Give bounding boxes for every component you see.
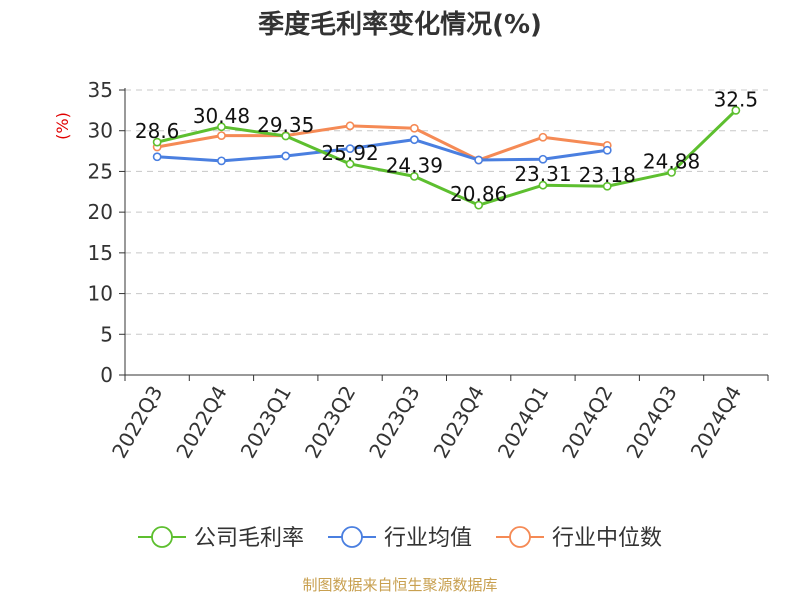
y-tick-label: 10: [88, 282, 113, 306]
series-line: [155, 124, 609, 162]
data-point: [538, 132, 548, 142]
data-point: [667, 168, 676, 177]
data-point: [474, 155, 484, 165]
chart-title: 季度毛利率变化情况(%): [258, 9, 542, 40]
data-point: [538, 180, 548, 190]
data-label: 25.92: [321, 141, 378, 165]
data-point: [731, 105, 741, 115]
data-label: 24.88: [643, 149, 700, 173]
x-tick-label: 2024Q4: [686, 382, 746, 463]
data-point: [217, 122, 226, 132]
data-point: [281, 131, 291, 141]
data-label: 23.18: [579, 163, 636, 187]
data-label: 23.31: [514, 162, 571, 186]
data-point: [409, 171, 419, 181]
data-point: [345, 121, 355, 131]
data-point: [538, 154, 548, 164]
x-tick-label: 2023Q4: [429, 382, 489, 463]
source-note: 制图数据来自恒生聚源数据库: [302, 576, 497, 594]
legend-item: 行业均值: [328, 526, 472, 551]
x-tick-label: 2022Q3: [107, 382, 167, 463]
data-point: [409, 135, 419, 145]
y-tick-label: 30: [88, 119, 113, 143]
x-axis-ticks: 2022Q3 2022Q4 2023Q1 2023Q2 2023Q3 2023Q4 2024…: [107, 375, 769, 463]
data-label: 30.48: [193, 104, 250, 128]
legend-item: 行业中位数: [496, 526, 662, 551]
data-point: [281, 151, 291, 161]
data-point: [152, 152, 162, 162]
data-point: [345, 159, 355, 169]
legend-label: 行业中位数: [552, 526, 662, 551]
y-tick-label: 0: [100, 363, 113, 387]
data-point: [602, 145, 612, 155]
data-point: [217, 156, 226, 166]
legend-label: 行业均值: [384, 526, 472, 551]
legend-item: 公司毛利率: [138, 526, 304, 551]
y-tick-label: 35: [88, 78, 113, 102]
y-axis-ticks: 0 5 10 15 20 25 30 35: [88, 78, 125, 387]
y-axis-unit-label: (%): [53, 112, 72, 140]
data-point: [217, 131, 226, 140]
data-label: 24.39: [386, 153, 443, 177]
legend: 公司毛利率 行业均值 行业中位数: [138, 526, 662, 551]
legend-label: 公司毛利率: [194, 526, 304, 551]
data-point: [474, 200, 484, 210]
series-line: [155, 108, 738, 207]
x-tick-label: 2022Q4: [171, 382, 231, 463]
y-tick-label: 25: [88, 159, 113, 183]
series-lines: [152, 105, 741, 210]
data-label: 29.35: [257, 113, 314, 137]
legend-marker-icon: [151, 526, 173, 548]
y-tick-label: 15: [88, 241, 113, 265]
x-tick-label: 2023Q1: [236, 382, 296, 463]
data-label: 32.5: [714, 87, 759, 111]
data-point: [152, 137, 162, 147]
data-labels: 28.6 30.48 29.35 25.92 24.39 20.86 23.31 23.18 2…: [135, 87, 758, 206]
gridlines: [125, 89, 768, 335]
x-tick-label: 2024Q3: [621, 382, 681, 463]
x-tick-label: 2024Q2: [557, 382, 617, 463]
data-label: 28.6: [135, 119, 180, 143]
data-point: [345, 144, 355, 154]
x-tick-label: 2024Q1: [493, 382, 553, 463]
x-tick-label: 2023Q3: [364, 382, 424, 463]
legend-marker-icon: [509, 526, 531, 548]
x-tick-label: 2023Q2: [300, 382, 360, 463]
series-line: [155, 138, 609, 163]
legend-marker-icon: [341, 526, 363, 548]
data-label: 20.86: [450, 182, 507, 206]
y-tick-label: 5: [100, 322, 113, 346]
data-point: [602, 181, 612, 191]
y-tick-label: 20: [88, 200, 113, 224]
data-point: [409, 123, 419, 133]
